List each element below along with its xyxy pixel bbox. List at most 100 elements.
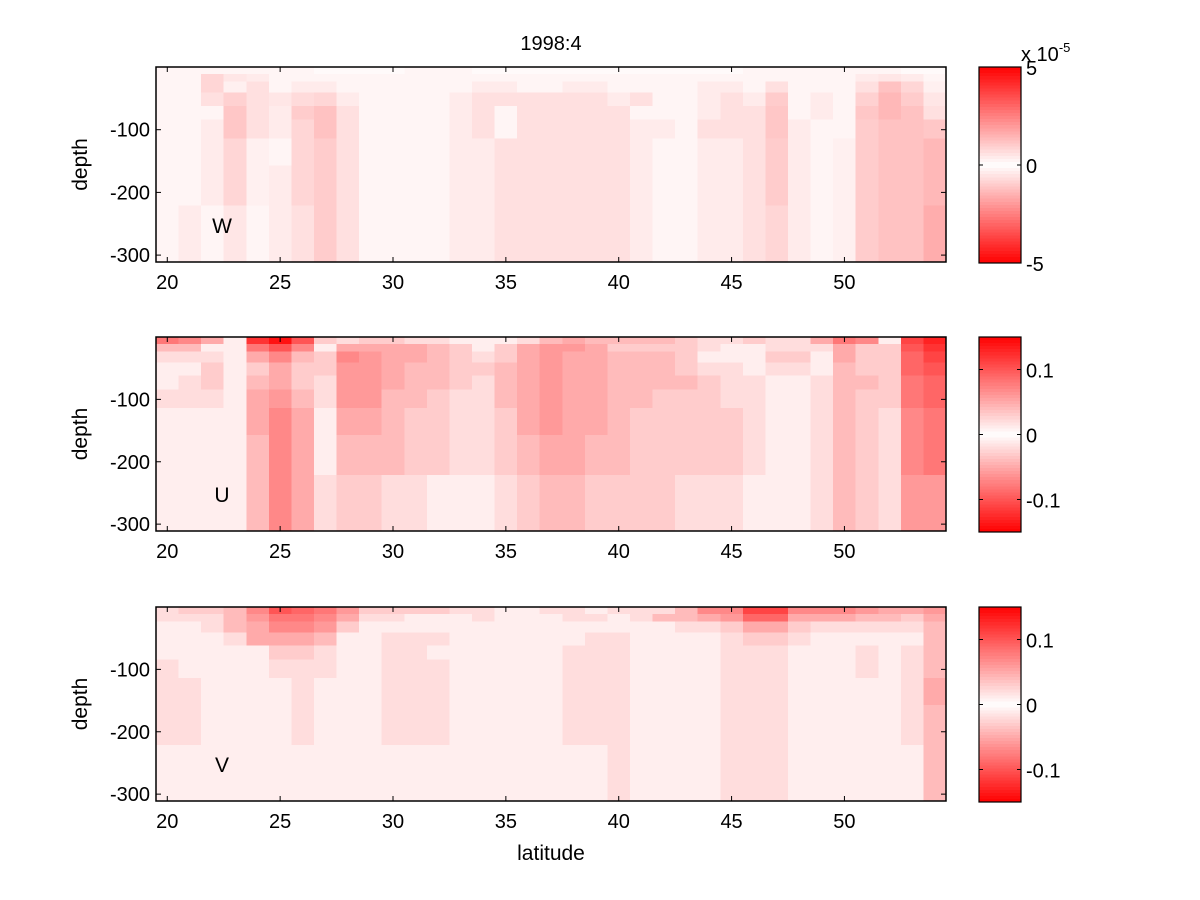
heatmap-cell: [720, 704, 744, 746]
heatmap-cell: [201, 337, 225, 345]
heatmap-cell: [336, 607, 360, 615]
heatmap-cell: [336, 119, 360, 139]
heatmap-cell: [223, 375, 247, 390]
heatmap-cell: [359, 375, 383, 390]
colorbar-swatch: [979, 716, 1021, 721]
heatmap-cell: [720, 659, 744, 679]
heatmap-cell: [788, 81, 812, 94]
heatmap-cell: [223, 659, 247, 679]
heatmap-cell: [833, 474, 857, 532]
heatmap-cell: [336, 632, 360, 647]
heatmap-cell: [223, 362, 247, 377]
colorbar-swatch: [979, 352, 1021, 356]
heatmap-cell: [178, 165, 202, 207]
heatmap-cell: [517, 613, 541, 622]
heatmap-cell: [539, 744, 563, 802]
heatmap-cell: [697, 119, 721, 139]
colorbar-swatch: [979, 235, 1021, 240]
colorbar-swatch: [979, 637, 1021, 642]
heatmap-cell: [742, 659, 766, 679]
heatmap-cell: [201, 205, 225, 263]
heatmap-cell: [810, 408, 834, 436]
heatmap-cell: [630, 343, 654, 352]
heatmap-cell: [291, 704, 315, 746]
heatmap-cell: [630, 92, 654, 107]
heatmap-cell: [449, 375, 473, 390]
heatmap-cell: [675, 659, 699, 679]
heatmap-cell: [810, 138, 834, 166]
colorbar-swatch: [979, 480, 1021, 484]
heatmap-cell: [517, 607, 541, 615]
heatmap-cell: [788, 389, 812, 409]
heatmap-cell: [404, 337, 428, 345]
heatmap-cell: [833, 613, 857, 622]
heatmap-cell: [652, 613, 676, 622]
heatmap-cell: [426, 362, 450, 377]
heatmap-cell: [223, 704, 247, 746]
x-tick-label: 25: [269, 811, 291, 833]
heatmap-cell: [765, 621, 789, 634]
heatmap-cell: [765, 205, 789, 263]
heatmap-cell: [381, 659, 405, 679]
heatmap-cell: [426, 138, 450, 166]
heatmap-cell: [517, 375, 541, 390]
heatmap-cell: [652, 165, 676, 207]
heatmap-cell: [584, 375, 608, 390]
heatmap-cell: [607, 645, 631, 660]
heatmap-cell: [562, 92, 586, 107]
heatmap-cell: [742, 375, 766, 390]
heatmap-cell: [336, 165, 360, 207]
heatmap-cell: [314, 613, 338, 622]
heatmap-cell: [584, 362, 608, 377]
heatmap-cell: [900, 73, 924, 82]
heatmap-cell: [584, 138, 608, 166]
plot-frame: [155, 606, 947, 802]
heatmap-cell: [359, 678, 383, 706]
heatmap-cell: [291, 165, 315, 207]
heatmap-cell: [607, 678, 631, 706]
heatmap-cell: [720, 434, 744, 476]
heatmap-cell: [900, 659, 924, 679]
heatmap-cell: [652, 645, 676, 660]
heatmap-cell: [900, 632, 924, 647]
heatmap-cell: [404, 375, 428, 390]
colorbar-swatch: [979, 756, 1021, 760]
heatmap-cell: [472, 408, 496, 436]
heatmap-cell: [472, 138, 496, 166]
heatmap-cell: [562, 434, 586, 476]
heatmap-cell: [788, 73, 812, 82]
heatmap-cell: [359, 119, 383, 139]
heatmap-cell: [855, 678, 879, 706]
heatmap-cell: [314, 165, 338, 207]
heatmap-cell: [742, 343, 766, 352]
heatmap-cell: [494, 375, 518, 390]
heatmap-cell: [652, 621, 676, 634]
heatmap-cell: [855, 704, 879, 746]
heatmap-cell: [788, 337, 812, 345]
heatmap-cell: [201, 138, 225, 166]
heatmap-cell: [720, 119, 744, 139]
heatmap-cell: [449, 337, 473, 345]
heatmap-cell: [584, 343, 608, 352]
colorbar-swatch: [979, 774, 1021, 779]
heatmap-cell: [359, 81, 383, 94]
colorbar-swatch: [979, 486, 1021, 490]
heatmap-cell: [833, 632, 857, 647]
heatmap-cell: [810, 659, 834, 679]
colorbar-swatch: [979, 477, 1021, 481]
colorbar-swatch: [979, 79, 1021, 83]
heatmap-cell: [900, 138, 924, 166]
heatmap-cell: [855, 389, 879, 409]
heatmap-cell: [404, 474, 428, 532]
heatmap-cell: [652, 704, 676, 746]
heatmap-cell: [652, 659, 676, 679]
heatmap-cell: [336, 389, 360, 409]
heatmap-cell: [675, 632, 699, 647]
heatmap-cell: [201, 659, 225, 679]
colorbar-swatch: [979, 186, 1021, 191]
heatmap-cell: [314, 138, 338, 166]
heatmap-cell: [630, 613, 654, 622]
heatmap-cell: [630, 744, 654, 802]
heatmap-cell: [426, 81, 450, 94]
colorbar-tick-label: -0.1: [1026, 761, 1060, 783]
